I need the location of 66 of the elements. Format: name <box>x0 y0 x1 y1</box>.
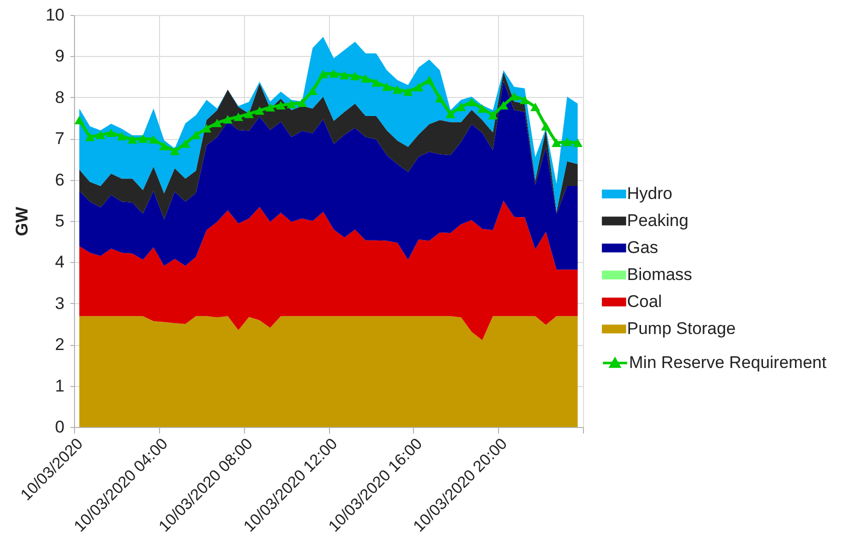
point <box>180 139 190 148</box>
y-tick-label: 2 <box>55 335 64 354</box>
point <box>446 110 456 118</box>
point <box>159 142 170 150</box>
point <box>318 70 328 78</box>
point <box>466 98 477 106</box>
point <box>340 70 350 80</box>
point <box>116 132 127 140</box>
point <box>541 122 551 130</box>
point <box>254 106 264 115</box>
point <box>297 98 307 107</box>
point <box>127 135 138 144</box>
point <box>74 116 84 124</box>
legend-label: Coal <box>627 292 662 311</box>
point <box>403 87 413 96</box>
point <box>392 85 402 94</box>
legend-label: Biomass <box>627 265 692 284</box>
legend-label: Gas <box>627 238 658 257</box>
legend-label: Peaking <box>627 211 688 230</box>
y-tick-label: 1 <box>55 376 64 396</box>
point <box>170 146 180 156</box>
point <box>286 100 296 108</box>
y-tick-label: 7 <box>55 129 64 148</box>
point <box>498 101 508 110</box>
point <box>350 72 360 80</box>
y-tick-label: 4 <box>55 252 64 272</box>
legend-label: Pump Storage <box>627 319 736 338</box>
point <box>562 138 572 146</box>
point <box>244 110 254 118</box>
point <box>138 134 148 143</box>
point <box>308 86 318 96</box>
point <box>414 82 424 92</box>
point <box>96 130 106 140</box>
point <box>191 130 201 140</box>
legend-label: Hydro <box>627 184 672 203</box>
point <box>276 101 286 110</box>
y-tick-label: 0 <box>55 418 64 436</box>
point <box>572 138 583 147</box>
y-axis-title: GW <box>12 206 32 236</box>
point <box>371 78 382 87</box>
y-tick-label: 8 <box>55 88 64 107</box>
point <box>530 102 540 112</box>
point <box>520 96 530 104</box>
y-tick-label: 10 <box>46 6 64 24</box>
point <box>434 94 445 102</box>
point <box>456 102 466 112</box>
y-tick-label: 5 <box>55 212 64 230</box>
point <box>85 132 95 142</box>
point <box>212 118 222 128</box>
point <box>382 82 392 91</box>
legend-label: Min Reserve Requirement <box>629 353 827 372</box>
point <box>360 74 370 83</box>
point <box>106 128 116 138</box>
point <box>477 104 488 113</box>
point <box>233 112 244 121</box>
y-tick-label: 3 <box>55 294 64 313</box>
point <box>328 69 339 78</box>
point <box>424 76 434 84</box>
point <box>148 135 158 144</box>
point <box>265 103 276 112</box>
point <box>552 138 562 147</box>
point <box>222 115 233 124</box>
y-tick-label: 9 <box>55 46 64 66</box>
point <box>202 124 212 133</box>
point <box>488 110 498 120</box>
y-tick-label: 6 <box>55 170 64 190</box>
